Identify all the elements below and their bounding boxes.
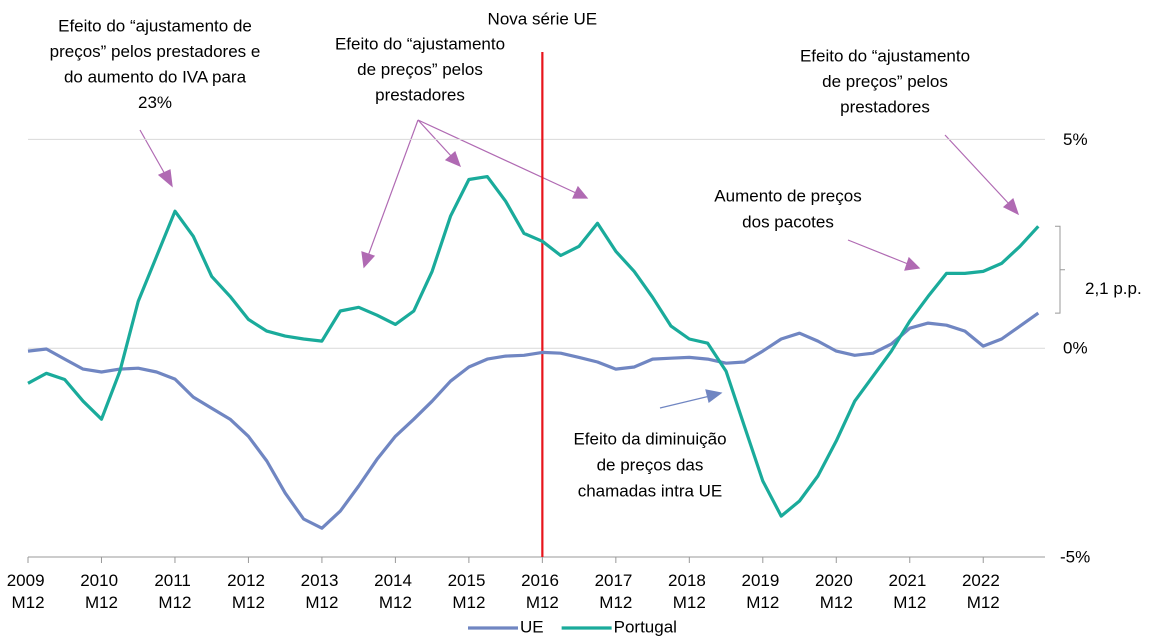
annotation: Aumento de preços	[714, 186, 861, 205]
y-tick-label: 0%	[1063, 339, 1088, 358]
x-tick-label: 2010 M12	[80, 571, 123, 612]
series-line	[27, 311, 1040, 530]
annotation: Efeito da diminuição	[573, 429, 726, 448]
legend-label: Portugal	[614, 617, 677, 636]
arrow	[659, 395, 711, 409]
arrows	[139, 119, 1020, 271]
x-tick-label: 2019 M12	[742, 571, 785, 612]
bracket	[1055, 225, 1065, 314]
x-tick-label: 2013 M12	[301, 571, 344, 612]
annotation: prestadores	[375, 85, 465, 104]
arrow	[944, 134, 1011, 206]
arrow	[139, 129, 167, 177]
arrow	[367, 119, 419, 257]
bracket-label: 2,1 p.p.	[1085, 279, 1142, 298]
arrow-head	[904, 256, 921, 271]
annotation: Efeito do “ajustamento	[800, 46, 970, 65]
arrow-head	[157, 169, 173, 188]
arrow-blue	[659, 389, 723, 409]
x-tick-label: 2022 M12	[962, 571, 1005, 612]
x-tick-label: 2018 M12	[668, 571, 711, 612]
annotation: do aumento do IVA para	[64, 67, 247, 86]
y-tick-label: -5%	[1060, 547, 1090, 566]
arrow	[847, 239, 909, 265]
arrow	[417, 119, 577, 194]
arrow-head	[1002, 197, 1020, 216]
annotation: de preços” pelos	[357, 60, 483, 79]
annotation: de preços” pelos	[822, 72, 948, 91]
annotation: Efeito do “ajustamento	[335, 34, 505, 53]
arrow-head	[572, 185, 589, 199]
annotation: preços” pelos prestadores e	[50, 42, 261, 61]
x-tick-label: 2016 M12	[521, 571, 564, 612]
y-tick-label: 5%	[1063, 130, 1088, 149]
annotation: dos pacotes	[742, 212, 834, 231]
arrow-head	[361, 251, 376, 269]
series-line	[27, 175, 1040, 518]
arrow-head	[444, 150, 462, 168]
annotation: chamadas intra UE	[578, 481, 723, 500]
arrow	[417, 119, 453, 158]
annotation: 23%	[138, 93, 172, 112]
x-tick-label: 2021 M12	[888, 571, 931, 612]
x-tick-label: 2009 M12	[7, 571, 50, 612]
x-tick-label: 2012 M12	[227, 571, 270, 612]
x-tick-label: 2017 M12	[595, 571, 638, 612]
x-tick-label: 2014 M12	[374, 571, 417, 612]
series-break-label: Nova série UE	[488, 9, 598, 28]
x-tick-label: 2015 M12	[448, 571, 491, 612]
arrow-head	[705, 389, 723, 404]
annotation: de preços das	[597, 455, 704, 474]
x-tick-label: 2020 M12	[815, 571, 858, 612]
annotation: prestadores	[840, 97, 930, 116]
legend-label: UE	[520, 617, 544, 636]
x-tick-label: 2011 M12	[154, 571, 195, 612]
annotation: Efeito do “ajustamento de	[58, 16, 252, 35]
